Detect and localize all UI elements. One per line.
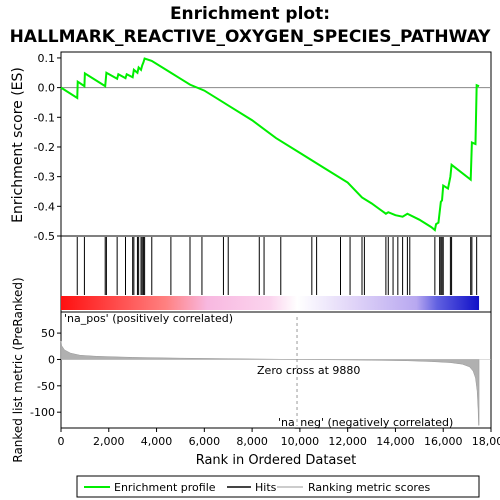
positive-correlation-label: 'na_pos' (positively correlated) <box>64 312 233 325</box>
es-y-axis-label: Enrichment score (ES) <box>10 67 26 223</box>
es-y-tick-label: -0.3 <box>34 171 55 184</box>
x-tick-label: 0 <box>58 435 65 448</box>
metric-y-tick-label: -50 <box>37 380 55 393</box>
metric-panel <box>60 311 492 429</box>
es-y-tick-label: -0.1 <box>34 111 55 124</box>
es-panel <box>60 51 492 237</box>
metric-y-tick-label: 0 <box>48 353 55 366</box>
legend: Enrichment profile Hits Ranking metric s… <box>76 475 480 498</box>
chart-title-line1: Enrichment plot: <box>170 4 330 24</box>
negative-correlation-label: 'na_neg' (negatively correlated) <box>278 416 453 429</box>
chart-title-line2: HALLMARK_REACTIVE_OXYGEN_SPECIES_PATHWAY <box>10 27 492 47</box>
metric-y-axis-label: Ranked list metric (PreRanked) <box>11 277 25 462</box>
x-tick-label: 4,000 <box>141 435 173 448</box>
metric-y-axis: 50 0 -50 -100 <box>30 327 61 419</box>
rank-color-bar <box>61 296 480 310</box>
x-tick-label: 18,000 <box>472 435 500 448</box>
hit-markers <box>76 237 478 295</box>
es-y-tick-label: -0.2 <box>34 141 55 154</box>
ranking-metric-area <box>60 340 491 426</box>
x-tick-label: 6,000 <box>189 435 221 448</box>
metric-y-tick-label: -100 <box>30 406 55 419</box>
es-y-axis: 0.1 0.0 -0.1 -0.2 -0.3 -0.4 -0.5 <box>34 52 61 243</box>
zero-cross-label: Zero cross at 9880 <box>257 364 360 377</box>
x-tick-label: 14,000 <box>376 435 415 448</box>
legend-enrichment-label: Enrichment profile <box>114 481 216 494</box>
x-tick-label: 2,000 <box>93 435 125 448</box>
metric-y-tick-label: 50 <box>41 327 55 340</box>
enrichment-curve <box>60 57 480 232</box>
x-tick-label: 12,000 <box>328 435 367 448</box>
x-tick-label: 8,000 <box>236 435 268 448</box>
ranking-metric-fill <box>60 340 480 426</box>
es-y-tick-label: 0.0 <box>38 82 56 95</box>
es-y-tick-label: -0.4 <box>34 200 55 213</box>
enrichment-curve-group <box>60 57 480 232</box>
es-y-tick-label: 0.1 <box>38 52 56 65</box>
legend-metric-label: Ranking metric scores <box>308 481 430 494</box>
legend-hits-label: Hits <box>255 481 277 494</box>
x-axis: 0 2,000 4,000 6,000 8,000 10,000 12,000 14,000 1… <box>58 428 500 448</box>
x-tick-label: 16,000 <box>424 435 463 448</box>
x-axis-label: Rank in Ordered Dataset <box>196 453 357 468</box>
es-y-tick-label: -0.5 <box>34 230 55 243</box>
x-tick-label: 10,000 <box>281 435 320 448</box>
